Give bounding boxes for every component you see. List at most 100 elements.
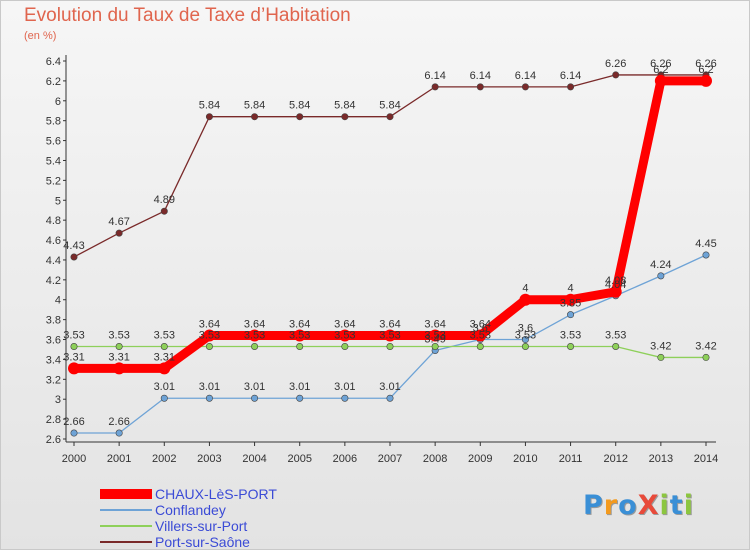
data-label: 6.2 — [653, 64, 668, 76]
chart-subtitle: (en %) — [24, 30, 57, 42]
logo-letter: P — [583, 490, 604, 521]
chart-title: Evolution du Taux de Taxe d’Habitation — [24, 5, 351, 26]
data-point-chaux-les-port — [700, 74, 712, 87]
data-label: 4 — [522, 283, 528, 295]
data-point-chaux-les-port — [293, 329, 306, 342]
proxiti-logo: ProXiti — [583, 490, 694, 521]
data-point-conflandey — [115, 429, 123, 437]
data-label: 3.49 — [424, 333, 445, 345]
data-point-villers-sur-port — [115, 342, 123, 350]
data-label: 3.64 — [334, 319, 355, 331]
y-tick-label: 2.8 — [46, 414, 61, 426]
data-label: 3.01 — [379, 381, 400, 393]
data-point-villers-sur-port — [702, 353, 710, 361]
data-point-port-sur-saone — [521, 83, 529, 91]
data-label: 3.01 — [154, 381, 175, 393]
y-tick-label: 3.6 — [46, 335, 61, 347]
y-tick-label: 3.8 — [46, 315, 61, 327]
legend-label: Villers-sur-Port — [155, 518, 248, 534]
data-point-conflandey — [702, 251, 710, 259]
y-tick-label: 3.4 — [46, 354, 61, 366]
y-tick-label: 4 — [55, 295, 61, 307]
data-label: 2.66 — [63, 416, 84, 428]
data-point-chaux-les-port — [68, 362, 80, 375]
data-label: 3.31 — [154, 351, 175, 363]
data-point-villers-sur-port — [567, 342, 575, 350]
data-label: 5.84 — [199, 100, 220, 112]
data-label: 4.43 — [63, 240, 84, 252]
data-point-chaux-les-port — [474, 329, 487, 342]
data-point-chaux-les-port — [429, 329, 442, 342]
y-tick-label: 4.2 — [46, 275, 61, 287]
data-point-port-sur-saone — [251, 113, 259, 121]
data-label: 3.53 — [108, 329, 129, 341]
data-label: 3.85 — [560, 298, 581, 310]
data-point-port-sur-saone — [341, 113, 349, 121]
x-tick-label: 2001 — [107, 453, 131, 465]
data-label: 5.84 — [334, 100, 355, 112]
data-label: 6.14 — [424, 70, 445, 82]
logo-letter: i — [659, 490, 670, 521]
data-point-conflandey — [567, 311, 575, 319]
data-point-villers-sur-port — [341, 342, 349, 350]
data-label: 2.66 — [108, 416, 129, 428]
data-label: 4.04 — [605, 279, 626, 291]
y-tick-label: 4.6 — [46, 235, 61, 247]
data-label: 3.42 — [650, 340, 671, 352]
data-label: 4.67 — [108, 216, 129, 228]
x-tick-label: 2008 — [423, 453, 447, 465]
data-label: 3.53 — [424, 329, 445, 341]
y-tick-label: 5.6 — [46, 136, 61, 148]
data-label: 3.64 — [379, 319, 400, 331]
legend-label: CHAUX-LèS-PORT — [155, 486, 277, 502]
y-tick-label: 3.2 — [46, 374, 61, 386]
data-label: 4.24 — [650, 259, 671, 271]
data-point-villers-sur-port — [296, 342, 304, 350]
data-label: 6.26 — [605, 58, 626, 70]
data-point-port-sur-saone — [612, 71, 620, 79]
data-label: 3.01 — [199, 381, 220, 393]
x-tick-label: 2004 — [242, 453, 266, 465]
x-tick-label: 2013 — [649, 453, 673, 465]
data-label: 6.26 — [695, 58, 716, 70]
x-tick-label: 2002 — [152, 453, 176, 465]
data-label: 3.53 — [199, 329, 220, 341]
data-point-villers-sur-port — [657, 353, 665, 361]
data-label: 3.53 — [470, 329, 491, 341]
data-point-villers-sur-port — [612, 342, 620, 350]
legend-swatch — [100, 489, 152, 499]
data-point-port-sur-saone — [386, 113, 394, 121]
data-point-chaux-les-port — [158, 362, 171, 375]
data-point-conflandey — [160, 394, 168, 402]
x-tick-label: 2005 — [287, 453, 311, 465]
y-tick-label: 5.4 — [46, 155, 61, 167]
data-point-chaux-les-port — [384, 329, 396, 342]
data-label: 3.53 — [154, 329, 175, 341]
data-label: 3.64 — [199, 319, 220, 331]
data-label: 3.53 — [379, 329, 400, 341]
legend-swatch — [100, 525, 152, 527]
legend-swatch — [100, 541, 152, 543]
data-label: 3.53 — [289, 329, 310, 341]
y-tick-label: 5.8 — [46, 116, 61, 128]
data-label: 3.64 — [470, 319, 491, 331]
data-label: 3.53 — [244, 329, 265, 341]
data-point-villers-sur-port — [70, 342, 78, 350]
data-point-conflandey — [341, 394, 349, 402]
data-point-villers-sur-port — [386, 342, 394, 350]
data-label: 3.64 — [244, 319, 265, 331]
data-label: 6.14 — [470, 70, 491, 82]
data-point-chaux-les-port — [564, 293, 577, 306]
y-tick-label: 6 — [55, 96, 61, 108]
data-label: 3.53 — [515, 329, 536, 341]
data-label: 3.64 — [424, 319, 445, 331]
data-label: 5.84 — [379, 100, 400, 112]
data-label: 4 — [568, 283, 574, 295]
data-label: 6.26 — [650, 58, 671, 70]
data-point-chaux-les-port — [203, 329, 216, 342]
data-point-port-sur-saone — [567, 83, 575, 91]
data-label: 3.31 — [63, 351, 84, 363]
data-point-villers-sur-port — [476, 342, 484, 350]
